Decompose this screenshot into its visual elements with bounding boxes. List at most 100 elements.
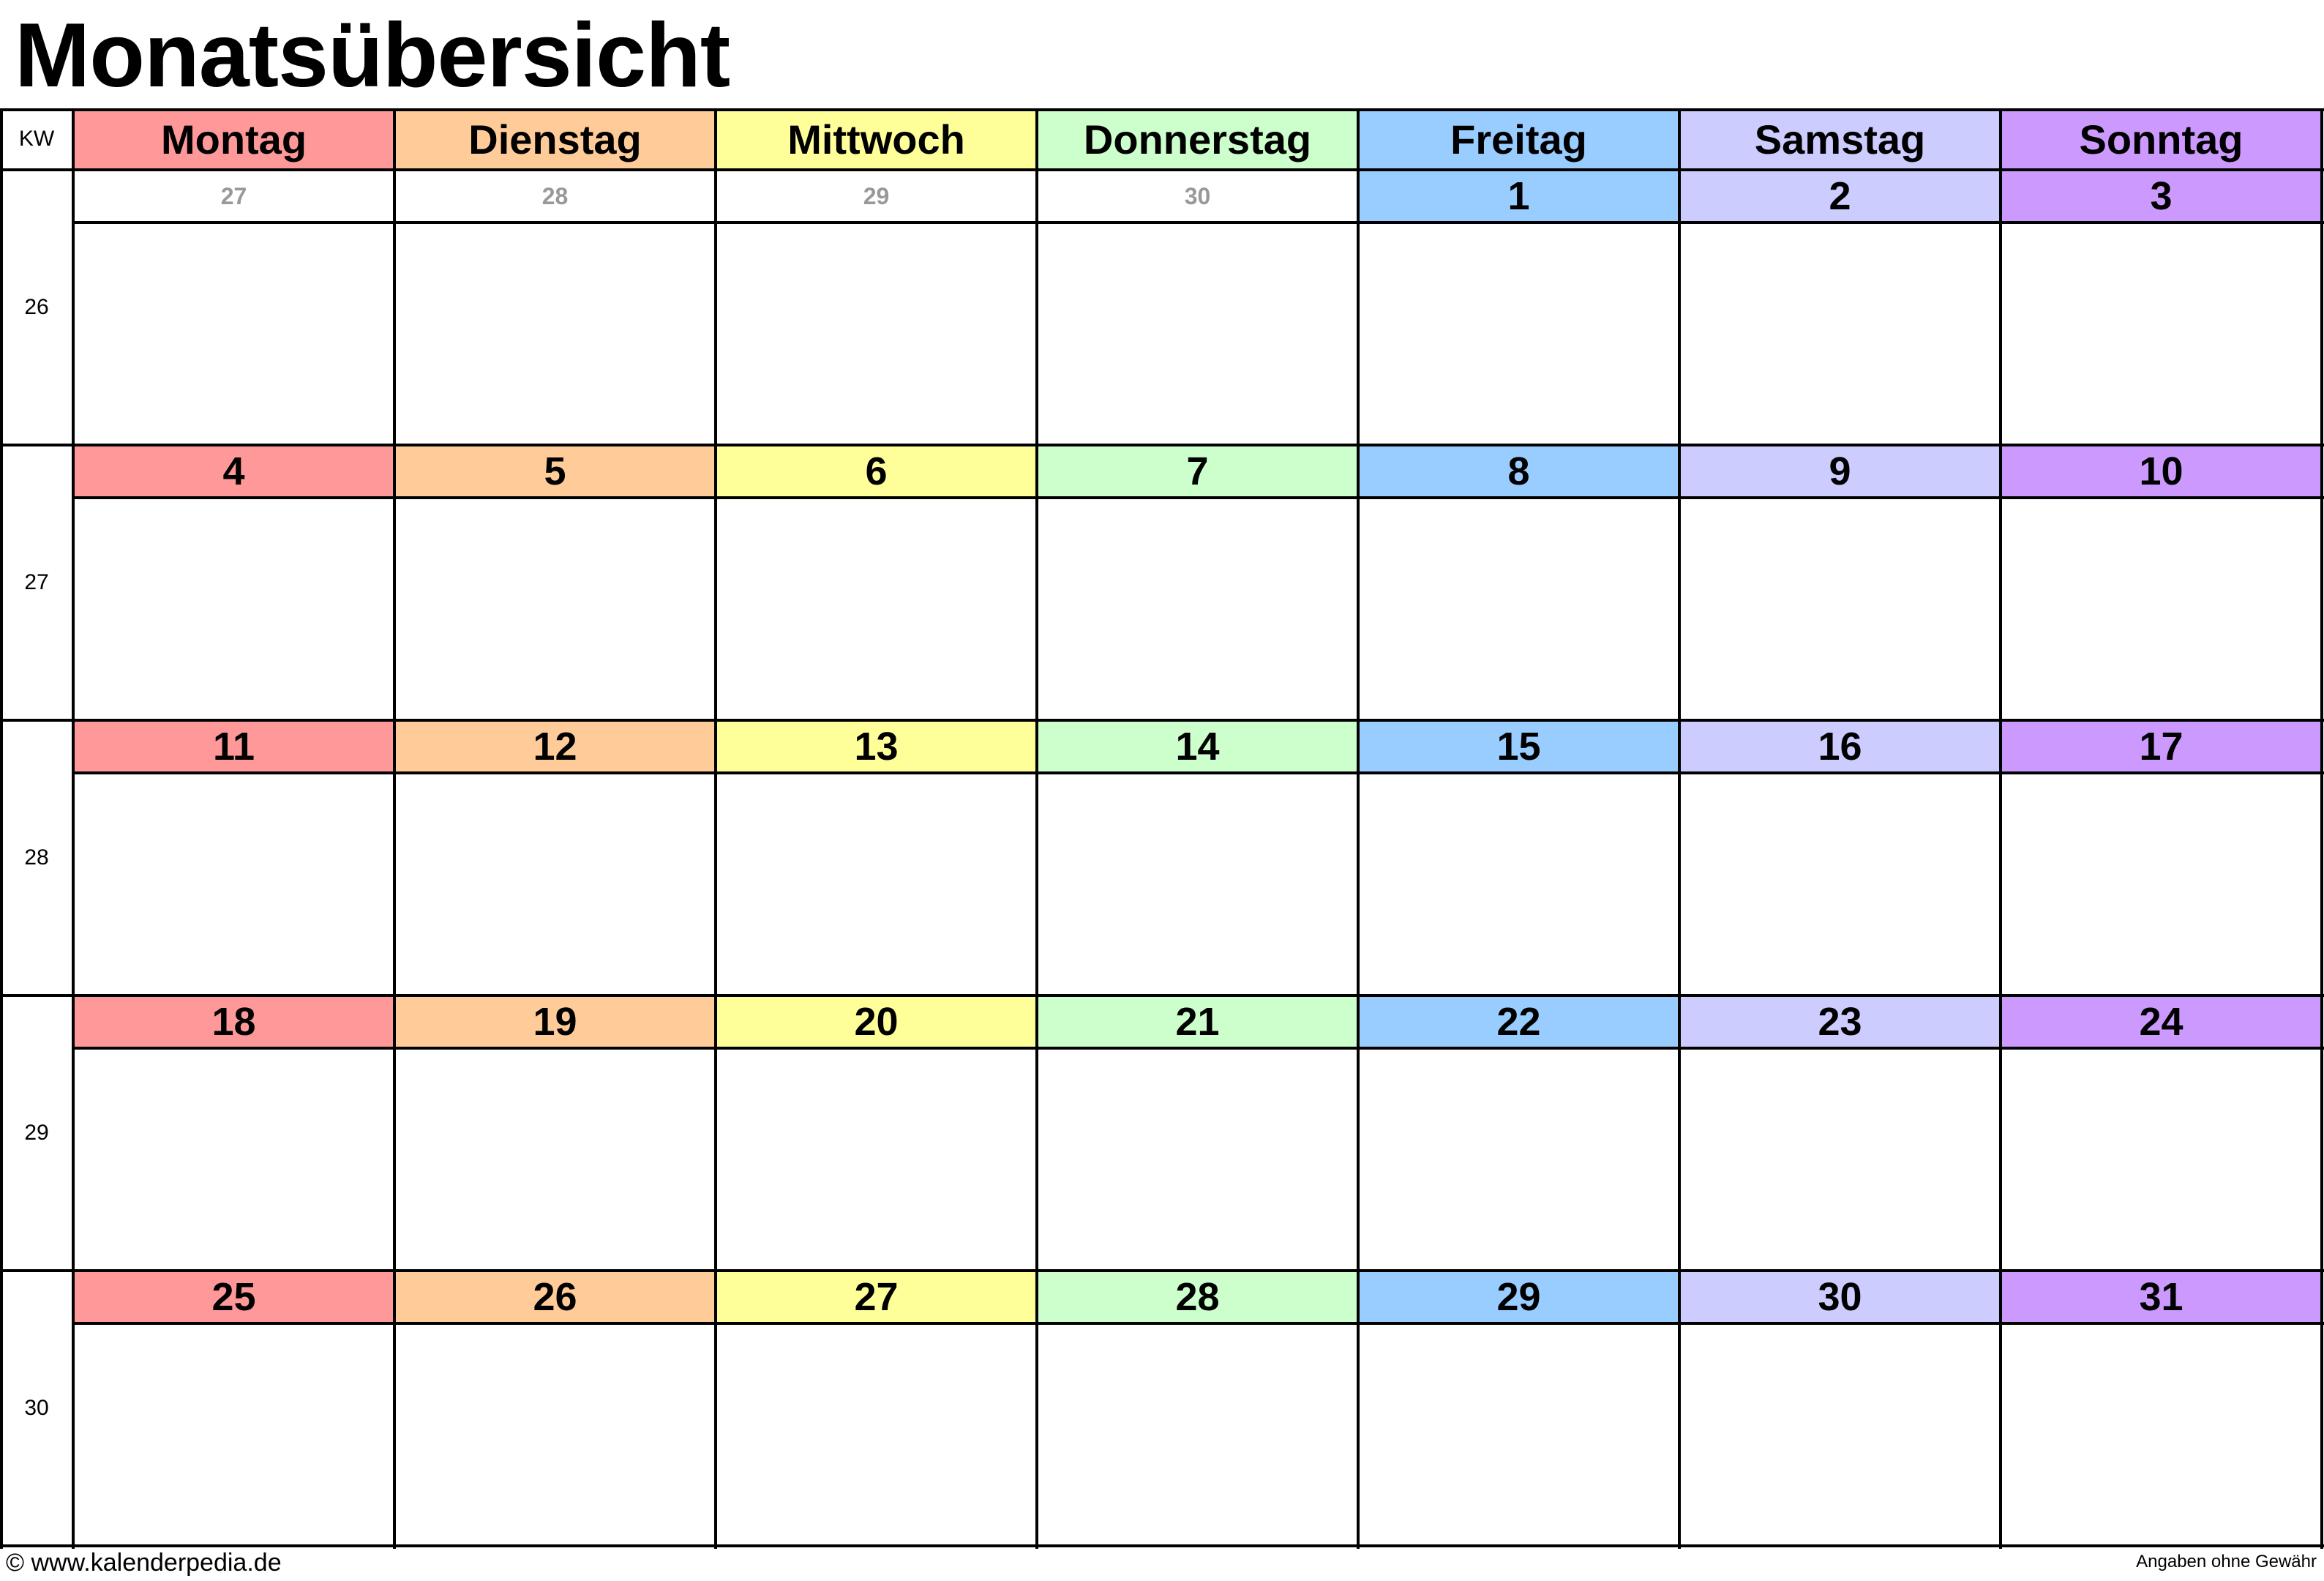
- calendar-grid: KW Montag Dienstag Mittwoch Donnerstag Freita…: [0, 108, 2324, 1549]
- day-number: 28: [1037, 1271, 1358, 1323]
- day-number: 19: [394, 995, 716, 1048]
- day-cell[interactable]: [716, 773, 1037, 995]
- day-cell[interactable]: [1037, 223, 1358, 445]
- day-cell[interactable]: [1037, 498, 1358, 720]
- day-cell[interactable]: [394, 773, 716, 995]
- grid-line: [0, 108, 2324, 111]
- day-number: 2: [1679, 170, 2001, 223]
- day-number: 29: [1358, 1271, 1679, 1323]
- day-number: 27: [716, 1271, 1037, 1323]
- day-cell[interactable]: [73, 773, 394, 995]
- grid-line: [73, 496, 2324, 499]
- day-cell[interactable]: [1679, 498, 2001, 720]
- weekday-header-sonntag: Sonntag: [2001, 108, 2322, 170]
- day-cell[interactable]: [1358, 223, 1679, 445]
- week-number: 27: [24, 570, 49, 594]
- day-cell[interactable]: [716, 223, 1037, 445]
- grid-line: [0, 1269, 2324, 1272]
- weekday-header-dienstag: Dienstag: [394, 108, 716, 170]
- grid-line: [0, 1544, 2324, 1547]
- day-cell[interactable]: [2001, 1323, 2322, 1546]
- week-number: 29: [24, 1121, 49, 1145]
- day-number: 15: [1358, 720, 1679, 773]
- day-cell[interactable]: [1679, 1323, 2001, 1546]
- grid-line: [0, 444, 2324, 446]
- grid-line: [0, 168, 2324, 171]
- grid-line: [72, 108, 75, 1549]
- day-number: 7: [1037, 445, 1358, 498]
- day-number: 31: [2001, 1271, 2322, 1323]
- day-cell[interactable]: [394, 1048, 716, 1271]
- grid-line: [73, 221, 2324, 224]
- grid-line: [0, 719, 2324, 722]
- day-cell[interactable]: [73, 1048, 394, 1271]
- day-number: 28: [394, 170, 716, 223]
- week-number: 28: [24, 845, 49, 870]
- day-cell[interactable]: [2001, 223, 2322, 445]
- day-cell[interactable]: [1358, 1048, 1679, 1271]
- day-cell[interactable]: [1679, 1048, 2001, 1271]
- day-cell[interactable]: [2001, 773, 2322, 995]
- kw-header: KW: [18, 127, 55, 151]
- copyright-link[interactable]: © www.kalenderpedia.de: [6, 1549, 282, 1577]
- day-number: 9: [1679, 445, 2001, 498]
- weekday-header-montag: Montag: [73, 108, 394, 170]
- day-number: 12: [394, 720, 716, 773]
- day-cell[interactable]: [1358, 1323, 1679, 1546]
- week-number: 26: [24, 295, 49, 319]
- day-cell[interactable]: [1037, 1048, 1358, 1271]
- day-cell[interactable]: [394, 1323, 716, 1546]
- day-cell[interactable]: [1358, 498, 1679, 720]
- day-number: 27: [73, 170, 394, 223]
- day-cell[interactable]: [73, 498, 394, 720]
- day-cell[interactable]: [716, 498, 1037, 720]
- weekday-header-mittwoch: Mittwoch: [716, 108, 1037, 170]
- grid-line: [1678, 108, 1681, 1549]
- day-number: 13: [716, 720, 1037, 773]
- day-cell[interactable]: [1037, 1323, 1358, 1546]
- day-number: 22: [1358, 995, 1679, 1048]
- page-title: Monatsübersicht: [15, 5, 730, 106]
- day-cell[interactable]: [1037, 773, 1358, 995]
- day-number: 16: [1679, 720, 2001, 773]
- day-number: 6: [716, 445, 1037, 498]
- day-cell[interactable]: [2001, 1048, 2322, 1271]
- grid-line: [1357, 108, 1360, 1549]
- grid-line: [0, 994, 2324, 997]
- day-cell[interactable]: [394, 498, 716, 720]
- day-cell[interactable]: [2001, 498, 2322, 720]
- day-cell[interactable]: [1679, 223, 2001, 445]
- day-number: 21: [1037, 995, 1358, 1048]
- grid-line: [393, 108, 396, 1549]
- day-cell[interactable]: [716, 1048, 1037, 1271]
- day-number: 17: [2001, 720, 2322, 773]
- grid-line: [73, 1322, 2324, 1325]
- day-number: 23: [1679, 995, 2001, 1048]
- day-cell[interactable]: [1679, 773, 2001, 995]
- day-number: 4: [73, 445, 394, 498]
- day-number: 5: [394, 445, 716, 498]
- day-number: 11: [73, 720, 394, 773]
- disclaimer-text: Angaben ohne Gewähr: [2136, 1552, 2317, 1571]
- day-number: 1: [1358, 170, 1679, 223]
- day-number: 24: [2001, 995, 2322, 1048]
- grid-line: [1999, 108, 2002, 1549]
- weekday-header-freitag: Freitag: [1358, 108, 1679, 170]
- day-cell[interactable]: [394, 223, 716, 445]
- day-cell[interactable]: [1358, 773, 1679, 995]
- week-number: 30: [24, 1396, 49, 1420]
- day-number: 25: [73, 1271, 394, 1323]
- day-cell[interactable]: [73, 1323, 394, 1546]
- day-number: 18: [73, 995, 394, 1048]
- grid-line: [2320, 108, 2323, 1549]
- grid-line: [0, 108, 3, 1549]
- day-number: 26: [394, 1271, 716, 1323]
- day-number: 29: [716, 170, 1037, 223]
- day-cell[interactable]: [716, 1323, 1037, 1546]
- day-number: 14: [1037, 720, 1358, 773]
- day-number: 8: [1358, 445, 1679, 498]
- weekday-header-samstag: Samstag: [1679, 108, 2001, 170]
- day-cell[interactable]: [73, 223, 394, 445]
- day-number: 30: [1037, 170, 1358, 223]
- day-number: 10: [2001, 445, 2322, 498]
